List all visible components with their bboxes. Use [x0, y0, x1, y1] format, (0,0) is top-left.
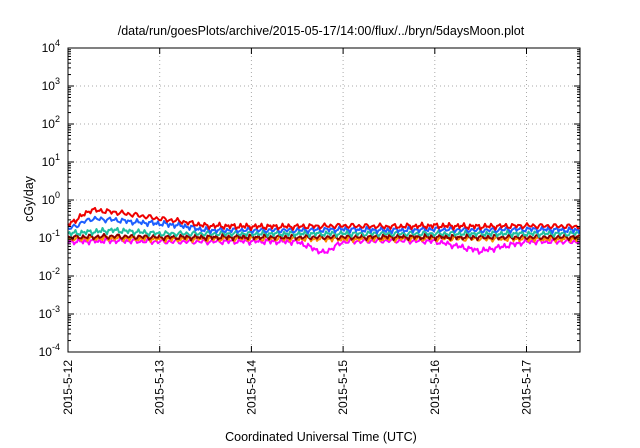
- y-tick-label: 104: [42, 38, 60, 55]
- x-tick-label: 2015-5-16: [428, 360, 442, 415]
- y-axis-label: cGy/day: [22, 175, 36, 222]
- x-tick-label: 2015-5-13: [153, 360, 167, 415]
- series-layer: [67, 206, 581, 255]
- x-axis-label: Coordinated Universal Time (UTC): [225, 430, 417, 444]
- series-line: [67, 226, 581, 239]
- y-tick-label: 100: [42, 190, 60, 207]
- y-tick-label: 10-1: [39, 228, 60, 245]
- y-tick-label: 10-4: [39, 342, 60, 359]
- y-tick-label: 10-3: [39, 304, 60, 321]
- series-line: [67, 232, 581, 242]
- y-tick-label: 10-2: [39, 266, 60, 283]
- chart-title: /data/run/goesPlots/archive/2015-05-17/1…: [118, 24, 525, 38]
- series-line: [67, 236, 581, 255]
- x-tick-label: 2015-5-12: [61, 360, 75, 415]
- x-tick-label: 2015-5-15: [336, 360, 350, 415]
- y-tick-label: 101: [42, 152, 60, 169]
- series-line: [67, 206, 580, 232]
- x-tick-label: 2015-5-14: [244, 360, 258, 415]
- y-tick-label: 102: [42, 114, 60, 131]
- x-tick-label: 2015-5-17: [520, 360, 534, 415]
- grid: [68, 48, 580, 352]
- y-tick-label: 103: [42, 76, 60, 93]
- axis-ticks: 10-4 10-3 10-2 10-1 100 101 102 103 104 2015-5-12…: [39, 38, 580, 415]
